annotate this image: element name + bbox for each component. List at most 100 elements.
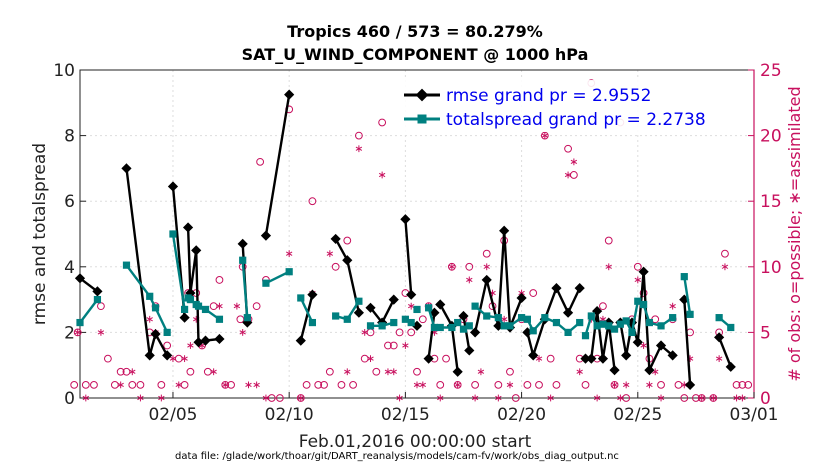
- legend-spread-marker: [404, 114, 440, 124]
- obs-assimilated-point-43: [454, 381, 461, 389]
- obs-possible-point-100: [691, 394, 700, 402]
- rmse-point-36: [470, 327, 481, 338]
- spread-point-61: [669, 314, 677, 322]
- left-tick-label-8: 8: [64, 127, 75, 147]
- obs-possible-point-60: [442, 354, 450, 363]
- obs-assimilated-point-20: [245, 381, 252, 389]
- x-tick-label-03/01: 03/01: [730, 405, 779, 425]
- obs-possible-point-26: [236, 315, 245, 324]
- spread-point-49: [587, 312, 595, 320]
- obs-assimilated-point-57: [564, 171, 572, 179]
- obs-possible-point-36: [302, 380, 311, 389]
- series-0-line-segment-0: [79, 277, 99, 293]
- x-tick-label-02/10: 02/10: [265, 405, 314, 425]
- obs-possible-point-49: [378, 118, 387, 127]
- obs-possible-point-43: [343, 236, 352, 245]
- rmse-point-53: [609, 365, 620, 376]
- right-tick-label-5: 5: [760, 323, 771, 343]
- left-tick-label-0: 0: [64, 389, 75, 409]
- spread-point-24: [378, 322, 386, 330]
- spread-point-63: [686, 310, 694, 318]
- obs-possible-point-16: [180, 380, 189, 389]
- spread-point-5: [163, 328, 171, 336]
- spread-point-60: [657, 322, 665, 330]
- obs-possible-point-73: [523, 380, 532, 389]
- obs-possible-point-68: [494, 380, 503, 389]
- obs-assimilated-point-81: [739, 394, 746, 402]
- spread-point-9: [186, 296, 194, 304]
- obs-assimilated-point-6: [146, 315, 153, 323]
- obs-possible-point-30: [256, 157, 265, 166]
- rmse-point-13: [214, 333, 225, 345]
- obs-possible-point-32: [267, 394, 276, 402]
- obs-assimilated-point-16: [216, 302, 223, 310]
- obs-assimilated-point-47: [483, 263, 490, 271]
- rmse-point-22: [353, 307, 364, 318]
- obs-assimilated-point-61: [593, 394, 601, 402]
- spread-point-56: [628, 328, 636, 336]
- rmse-point-49: [586, 353, 597, 364]
- obs-assimilated-point-32: [384, 368, 392, 376]
- obs-possible-point-66: [482, 249, 491, 258]
- spread-point-11: [194, 302, 203, 310]
- series-1-line-segment-0: [79, 298, 99, 324]
- obs-assimilated-point-29: [361, 329, 368, 336]
- rmse-point-58: [638, 266, 649, 277]
- obs-possible-point-18: [186, 367, 195, 376]
- left-tick-label-4: 4: [64, 258, 75, 278]
- obs-assimilated-point-8: [158, 394, 165, 402]
- obs-possible-point-86: [604, 236, 613, 245]
- spread-point-6: [169, 230, 177, 238]
- spread-point-15: [243, 314, 251, 322]
- obs-assimilated-point-38: [419, 381, 427, 389]
- obs-possible-point-78: [552, 380, 561, 389]
- spread-point-12: [201, 305, 210, 314]
- spread-point-34: [459, 325, 468, 333]
- obs-assimilated-point-5: [137, 394, 144, 402]
- series-1-line-segment-5: [265, 270, 290, 285]
- obs-assimilated-point-9: [169, 355, 177, 363]
- right-tick-label-25: 25: [760, 61, 782, 81]
- rmse-point-14: [237, 238, 248, 249]
- spread-point-53: [610, 325, 619, 333]
- obs-assimilated-point-49: [495, 394, 502, 402]
- chart-title-line2: SAT_U_WIND_COMPONENT @ 1000 hPa: [242, 45, 589, 64]
- spread-point-39: [500, 322, 508, 330]
- obs-possible-point-77: [546, 354, 555, 363]
- obs-possible-point-6: [110, 380, 119, 389]
- obs-assimilated-point-45: [471, 394, 479, 402]
- obs-assimilated-point-0: [74, 329, 81, 336]
- rmse-point-19: [307, 289, 318, 300]
- spread-point-46: [564, 328, 572, 336]
- obs-assimilated-point-31: [378, 171, 386, 179]
- obs-assimilated-point-50: [500, 315, 508, 323]
- series-0-line-segment-12: [439, 303, 459, 372]
- spread-point-35: [465, 322, 473, 330]
- rmse-point-25: [388, 294, 399, 305]
- obs-possible-point-15: [174, 354, 183, 363]
- obs-possible-point-56: [418, 315, 427, 324]
- series-0-line-segment-1: [125, 168, 169, 356]
- obs-assimilated-point-21: [253, 381, 260, 389]
- rmse-point-7: [179, 312, 190, 323]
- obs-assimilated-point-33: [390, 368, 397, 376]
- spread-point-62: [680, 273, 688, 281]
- rmse-point-45: [551, 283, 562, 294]
- obs-assimilated-point-72: [657, 394, 665, 402]
- spread-point-13: [215, 315, 224, 323]
- right-tick-label-10: 10: [760, 258, 782, 278]
- obs-possible-point-54: [407, 328, 416, 337]
- obs-possible-point-13: [157, 380, 166, 389]
- obs-assimilated-point-42: [448, 263, 456, 271]
- obs-assimilated-point-44: [466, 276, 473, 284]
- series-0-line-segment-6: [299, 294, 314, 341]
- obs-assimilated-point-24: [297, 394, 304, 402]
- left-tick-label-2: 2: [64, 323, 75, 343]
- obs-assimilated-point-2: [97, 329, 105, 336]
- obs-assimilated-point-78: [715, 355, 723, 363]
- obs-assimilated-point-23: [285, 250, 293, 258]
- obs-assimilated-point-10: [175, 381, 182, 389]
- rmse-point-1: [92, 286, 103, 297]
- obs-possible-point-50: [384, 341, 392, 350]
